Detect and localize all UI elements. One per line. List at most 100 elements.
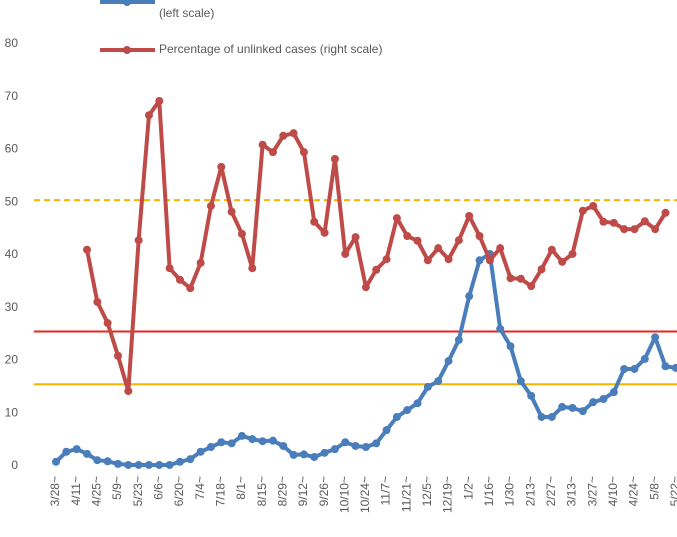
data-point	[651, 225, 660, 234]
data-point	[485, 256, 494, 265]
data-point	[113, 459, 122, 468]
y-tick-label: 70	[5, 89, 19, 103]
legend-label: (left scale)	[159, 6, 214, 20]
x-tick-label: 3/27~	[585, 476, 599, 506]
data-point	[237, 229, 246, 238]
data-point	[248, 435, 257, 444]
y-tick-label: 0	[11, 458, 18, 472]
data-point	[640, 354, 649, 363]
y-tick-label: 30	[5, 300, 19, 314]
data-point	[320, 448, 329, 457]
data-point	[144, 460, 153, 469]
legend-marker	[123, 0, 131, 6]
data-point	[320, 228, 329, 237]
data-point	[403, 406, 412, 415]
data-point	[599, 217, 608, 226]
x-tick-label: 5/9~	[110, 476, 124, 500]
x-tick-label: 3/13~	[565, 476, 579, 506]
data-point	[62, 447, 71, 456]
data-point	[547, 412, 556, 421]
data-point	[475, 256, 484, 265]
data-point	[661, 208, 670, 217]
data-point	[454, 335, 463, 344]
data-point	[382, 255, 391, 264]
legend-label: Percentage of unlinked cases (right scal…	[159, 42, 382, 56]
data-point	[372, 265, 381, 274]
data-point	[351, 441, 360, 450]
y-tick-label: 20	[5, 353, 19, 367]
data-point	[310, 453, 319, 462]
data-point	[196, 258, 205, 267]
data-point	[237, 431, 246, 440]
data-point	[537, 412, 546, 421]
data-point	[196, 447, 205, 456]
data-point	[268, 148, 277, 157]
data-point	[134, 460, 143, 469]
data-point	[227, 207, 236, 216]
data-point	[537, 265, 546, 274]
data-point	[589, 201, 598, 210]
x-tick-label: 4/25~	[89, 476, 103, 506]
data-point	[413, 236, 422, 245]
data-point	[217, 162, 226, 171]
data-point	[372, 439, 381, 448]
data-point	[299, 148, 308, 157]
x-tick-label: 8/29~	[275, 476, 289, 506]
x-tick-label: 10/24~	[358, 476, 372, 513]
data-point	[506, 274, 515, 283]
data-point	[516, 377, 525, 386]
x-tick-label: 8/15~	[255, 476, 269, 506]
data-point	[206, 201, 215, 210]
x-tick-label: 5/8~	[647, 476, 661, 500]
data-point	[382, 426, 391, 435]
x-tick-label: 1/2~	[461, 476, 475, 500]
y-tick-label: 60	[5, 142, 19, 156]
data-point	[392, 412, 401, 421]
data-point	[155, 96, 164, 105]
data-point	[248, 264, 257, 273]
data-point	[206, 443, 215, 452]
data-point	[558, 402, 567, 411]
data-point	[299, 450, 308, 459]
x-tick-label: 11/7~	[379, 476, 393, 505]
data-point	[134, 236, 143, 245]
data-point	[403, 232, 412, 241]
data-point	[52, 457, 60, 466]
data-point	[578, 206, 587, 215]
data-point	[155, 460, 164, 469]
data-point	[516, 274, 525, 283]
x-tick-label: 10/10~	[337, 476, 351, 513]
data-point	[72, 445, 81, 454]
data-point	[465, 292, 474, 301]
data-point	[609, 388, 618, 397]
data-point	[527, 282, 536, 291]
data-point	[289, 129, 298, 138]
x-tick-label: 4/24~	[627, 476, 641, 506]
data-point	[568, 403, 577, 412]
data-point	[144, 111, 153, 120]
data-point	[527, 391, 536, 400]
data-point	[423, 256, 432, 265]
data-point	[496, 244, 505, 253]
data-point	[330, 445, 339, 454]
data-point	[279, 441, 288, 450]
data-point	[186, 455, 195, 464]
data-point	[620, 364, 629, 373]
x-tick-label: 1/16~	[482, 476, 496, 506]
x-tick-label: 4/10~	[606, 476, 620, 506]
x-tick-label: 1/30~	[503, 476, 517, 506]
y-tick-label: 50	[5, 194, 19, 208]
data-point	[578, 407, 587, 416]
data-point	[93, 456, 102, 465]
x-tick-label: 8/1~	[234, 476, 248, 500]
data-point	[289, 450, 298, 459]
data-point	[444, 357, 453, 366]
x-tick-label: 2/13~	[523, 476, 537, 506]
x-tick-label: 9/26~	[317, 476, 331, 506]
data-point	[506, 342, 515, 351]
data-point	[217, 438, 226, 447]
data-point	[330, 154, 339, 163]
data-point	[227, 439, 236, 448]
data-point	[361, 443, 370, 452]
